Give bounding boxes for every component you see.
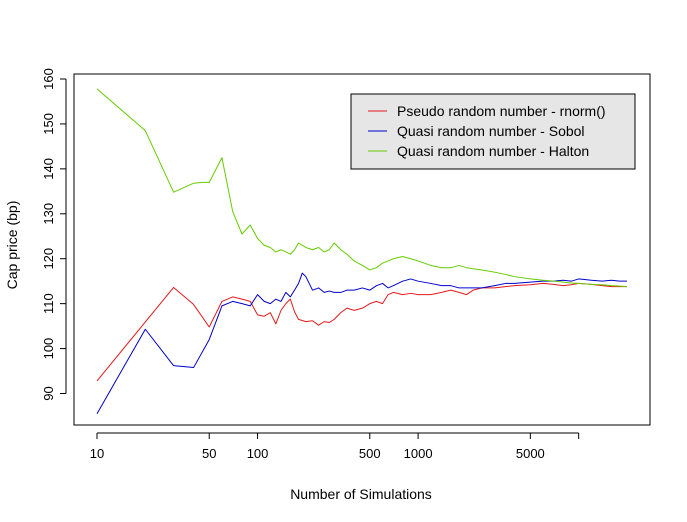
x-tick-label: 1000 [404,446,433,461]
y-tick-label: 90 [41,386,56,400]
series-line-0 [96,282,627,382]
series-line-2 [96,88,628,288]
x-axis: 10 50 100 500 1000 5000 [90,432,580,461]
series-line-1 [96,272,627,414]
x-tick-label: 500 [359,446,381,461]
legend: Pseudo random number - rnorm() Quasi rand… [350,93,636,170]
legend-box [350,93,636,170]
y-axis-title: Cap price (bp) [4,201,20,290]
x-tick-label: 100 [247,446,269,461]
plot-frame [73,73,651,426]
y-tick-label: 150 [41,113,56,135]
y-tick-label: 110 [41,293,56,314]
y-tick-label: 120 [41,248,56,270]
y-axis: 90 100 110 120 130 140 150 160 [41,68,67,401]
x-axis-title: Number of Simulations [290,486,432,502]
y-tick-label: 130 [41,203,56,225]
series-layer [96,88,628,414]
x-tick-label: 50 [202,446,216,461]
y-tick-label: 140 [41,158,56,180]
legend-label-2: Quasi random number - Halton [397,143,589,159]
y-tick-label: 100 [41,338,56,360]
y-tick-label: 160 [41,68,56,90]
x-tick-label: 10 [90,446,104,461]
legend-label-0: Pseudo random number - rnorm() [397,103,606,119]
legend-label-1: Quasi random number - Sobol [397,123,585,139]
x-tick-label: 5000 [516,446,545,461]
